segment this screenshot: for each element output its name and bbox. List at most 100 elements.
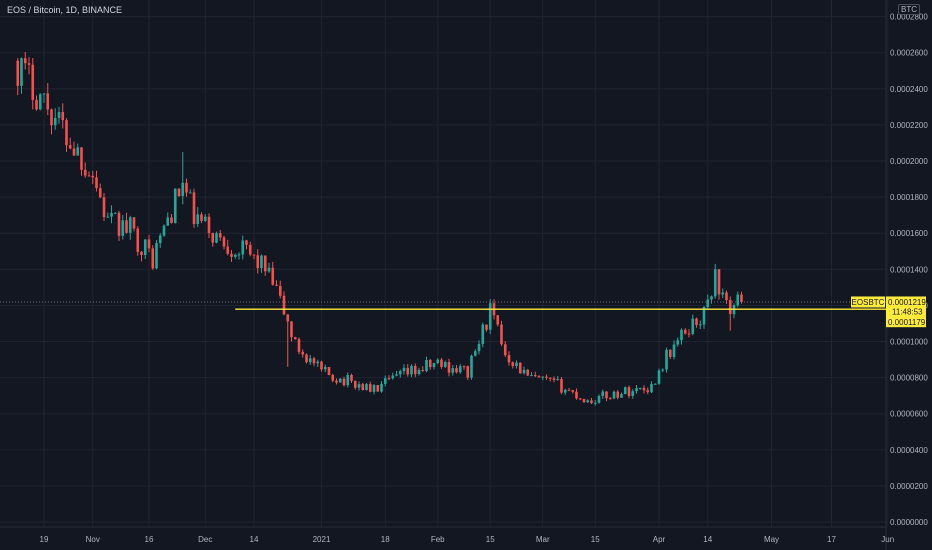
candle-body xyxy=(218,233,222,238)
candle-body xyxy=(518,362,522,374)
candle-body xyxy=(282,295,286,315)
candle-body xyxy=(406,367,410,375)
candle-body xyxy=(158,235,162,244)
candle-body xyxy=(402,367,406,372)
candle-body xyxy=(297,339,301,352)
candle-body xyxy=(102,197,106,218)
candle-body xyxy=(203,216,207,221)
candle-body xyxy=(713,269,717,297)
candle-body xyxy=(181,182,185,197)
candle-body xyxy=(668,349,672,357)
candle-body xyxy=(72,148,76,156)
y-tick-label: 0.0002800 xyxy=(890,13,928,22)
candle-body xyxy=(661,369,665,371)
x-tick-label: 2021 xyxy=(313,535,331,544)
candle-body xyxy=(455,368,458,373)
y-tick-label: 0.0000800 xyxy=(890,374,928,383)
candle-body xyxy=(226,246,230,254)
candle-body xyxy=(413,365,417,375)
candle-body xyxy=(316,361,320,364)
candles xyxy=(16,51,743,406)
candle-body xyxy=(327,366,331,376)
x-tick-label: Dec xyxy=(198,535,212,544)
candle-body xyxy=(567,389,571,391)
candle-body xyxy=(368,384,372,392)
x-tick-label: Mar xyxy=(536,535,550,544)
candle-body xyxy=(222,237,226,247)
candle-body xyxy=(646,390,650,393)
candle-body xyxy=(533,375,537,377)
candle-body xyxy=(65,120,68,146)
candle-body xyxy=(728,300,732,315)
candle-body xyxy=(473,351,477,356)
candle-body xyxy=(365,384,368,390)
candle-body xyxy=(593,402,597,404)
candle-body xyxy=(162,225,166,236)
candle-body xyxy=(717,269,721,295)
x-tick-label: 15 xyxy=(486,535,495,544)
x-tick-label: 14 xyxy=(703,535,712,544)
candle-body xyxy=(46,93,50,110)
x-tick-label: Nov xyxy=(86,535,100,544)
currency-badge[interactable]: BTC xyxy=(898,4,920,15)
y-tick-label: 0.0000400 xyxy=(890,446,928,455)
candle-body xyxy=(458,366,462,373)
candle-body xyxy=(53,117,57,126)
y-tick-label: 0.0000600 xyxy=(890,410,928,419)
candle-body xyxy=(571,390,575,392)
candle-body xyxy=(50,109,53,126)
candle-body xyxy=(323,366,327,370)
candle-body xyxy=(676,340,680,345)
candle-body xyxy=(136,228,140,252)
x-tick-label: 15 xyxy=(591,535,600,544)
y-tick-label: 0.0002200 xyxy=(890,121,928,130)
candle-body xyxy=(113,212,117,214)
y-tick-label: 0.0002000 xyxy=(890,157,928,166)
candle-body xyxy=(432,363,436,368)
candle-body xyxy=(278,285,282,296)
candle-body xyxy=(710,296,713,300)
x-tick-label: Apr xyxy=(653,535,666,544)
candle-body xyxy=(597,395,601,403)
y-tick-label: 0.0000200 xyxy=(890,482,928,491)
candle-body xyxy=(211,233,215,243)
candle-body xyxy=(143,239,147,255)
candle-body xyxy=(488,303,492,330)
candle-body xyxy=(721,292,725,295)
candle-body xyxy=(522,369,526,374)
candle-body xyxy=(623,387,627,394)
candle-body xyxy=(706,299,710,308)
candle-body xyxy=(372,385,376,392)
candle-body xyxy=(106,216,110,218)
symbol-legend[interactable]: EOS / Bitcoin, 1D, BINANCE xyxy=(7,5,123,15)
candle-body xyxy=(252,254,256,256)
candle-body xyxy=(196,214,200,225)
candle-body xyxy=(83,169,87,176)
y-tick-label: 0.0001600 xyxy=(890,229,928,238)
candle-body xyxy=(638,388,642,390)
candle-body xyxy=(548,377,552,379)
candle-body xyxy=(500,324,503,345)
candle-body xyxy=(496,315,500,325)
candle-body xyxy=(185,182,188,193)
candle-body xyxy=(192,192,196,225)
candle-body xyxy=(155,243,158,269)
candle-body xyxy=(188,192,192,194)
current-price-text: 0.0001219 xyxy=(888,298,926,307)
candle-body xyxy=(627,387,631,396)
candle-body xyxy=(563,389,567,393)
candle-body xyxy=(387,378,391,380)
candle-body xyxy=(560,378,563,393)
candle-body xyxy=(357,384,361,388)
candle-body xyxy=(511,362,515,367)
candle-body xyxy=(687,333,691,335)
current-price-badge xyxy=(886,296,926,318)
candle-body xyxy=(691,318,695,334)
candle-body xyxy=(736,294,740,306)
candle-body xyxy=(485,324,488,330)
candle-body xyxy=(166,217,170,226)
y-tick-label: 0.0002400 xyxy=(890,85,928,94)
